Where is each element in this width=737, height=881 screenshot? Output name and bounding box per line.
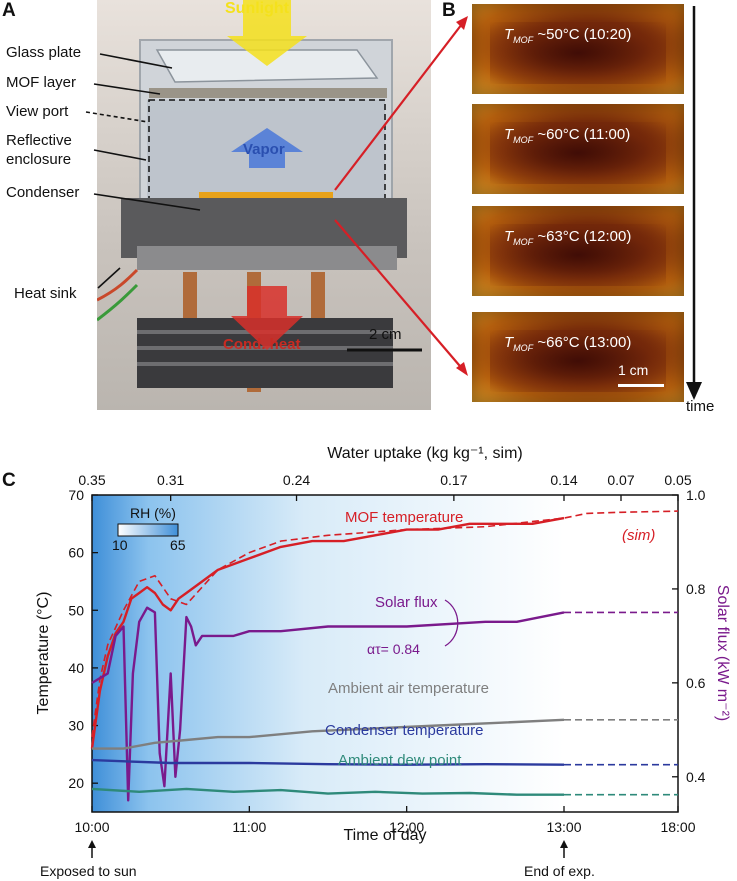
top-tick-label: 0.31: [157, 472, 184, 488]
left-axis-ticks: 20 30 40 50 60 70: [68, 487, 98, 791]
bottom-tick-label: 18:00: [660, 819, 695, 835]
scale-label-b: 1 cm: [618, 362, 649, 378]
top-axis-ticks: 0.35 0.31 0.24 0.17 0.14 0.07 0.05: [78, 472, 692, 501]
right-axis-ticks: 0.4 0.6 0.8 1.0: [672, 487, 706, 785]
label-condenser: Condenser: [6, 184, 80, 201]
vapor-overlay-label: Vapor: [243, 141, 285, 158]
start-note: Exposed to sun: [40, 863, 137, 879]
dew-series-label: Ambient dew point: [338, 752, 462, 769]
left-tick-label: 20: [68, 775, 84, 791]
panel-b-letter: B: [442, 0, 456, 21]
end-note: End of exp.: [524, 863, 595, 879]
bottom-tick-label: 12:00: [389, 819, 424, 835]
left-tick-label: 70: [68, 487, 84, 503]
label-enclosure: enclosure: [6, 151, 72, 168]
bottom-tick-label: 13:00: [546, 819, 581, 835]
rh-background: [92, 495, 564, 812]
right-tick-label: 0.4: [686, 769, 706, 785]
thumbnail-3: TMOF ~63°C (12:00): [472, 206, 684, 296]
plot-frame: [91, 494, 679, 813]
ambient-series-label: Ambient air temperature: [328, 680, 489, 697]
top-tick-label: 0.17: [440, 472, 467, 488]
label-glass-plate: Glass plate: [6, 44, 82, 61]
vapor-arrow-icon: [231, 128, 303, 168]
top-tick-label: 0.07: [607, 472, 634, 488]
sim-series-label: (sim): [622, 527, 655, 544]
bottom-axis-ticks: 10:00 11:00 12:00 13:00 18:00: [74, 806, 696, 835]
thumbnail-1: TMOF ~50°C (10:20): [472, 4, 684, 94]
label-mof-layer: MOF layer: [6, 74, 77, 91]
left-tick-label: 30: [68, 718, 84, 734]
top-tick-label: 0.05: [664, 472, 691, 488]
left-tick-label: 50: [68, 602, 84, 618]
time-label: time: [686, 398, 715, 415]
series-group: [90, 510, 679, 802]
alpha-tau-label: ατ= 0.84: [367, 641, 420, 657]
time-arrow-icon: [686, 6, 702, 400]
rh-label: RH (%): [130, 505, 176, 521]
thumbnail-2-label: TMOF ~60°C (11:00): [504, 126, 631, 145]
mof-series-label: MOF temperature: [345, 509, 463, 526]
solar-series-label: Solar flux: [375, 594, 438, 611]
top-tick-label: 0.14: [550, 472, 577, 488]
label-heat-sink: Heat sink: [14, 285, 77, 302]
heat-arrow-icon: [231, 286, 303, 350]
sunlight-overlay-label: Sunlight: [225, 0, 289, 17]
bottom-tick-label: 10:00: [74, 819, 109, 835]
scale-bar-b: [618, 384, 664, 387]
scale-label-a: 2 cm: [369, 326, 402, 343]
thumbnail-4-label: TMOF ~66°C (13:00): [504, 334, 632, 353]
solar-flux-line: [91, 606, 565, 802]
thumbnail-3-label: TMOF ~63°C (12:00): [504, 228, 632, 247]
right-tick-label: 0.8: [686, 581, 706, 597]
rh-min: 10: [112, 537, 128, 553]
condenser-temperature-line: [91, 758, 565, 766]
ambient-air-temperature-line: [92, 718, 565, 750]
panel-a-letter: A: [2, 0, 16, 21]
condenser-series-label: Condenser temperature: [325, 722, 483, 739]
right-tick-label: 0.6: [686, 675, 706, 691]
ambient-dew-point-line: [91, 787, 564, 796]
label-view-port: View port: [6, 103, 69, 120]
y-axis-label: Temperature (°C): [35, 592, 52, 715]
top-axis-title: Water uptake (kg kg⁻¹, sim): [327, 445, 522, 462]
time-series-chart: Water uptake (kg kg⁻¹, sim) 0.35 0.31 0.24…: [35, 445, 731, 879]
right-tick-label: 1.0: [686, 487, 706, 503]
device-photo: Sunlight Vapor Cond. heat 2 cm: [97, 0, 431, 410]
top-tick-label: 0.35: [78, 472, 105, 488]
bottom-tick-label: 11:00: [232, 819, 266, 835]
panel-a-leader-lines: [85, 16, 468, 376]
thumbnail-4: TMOF ~66°C (13:00) 1 cm: [472, 312, 684, 402]
y2-axis-label: Solar flux (kW m⁻²): [714, 585, 731, 721]
thumbnail-2: TMOF ~60°C (11:00): [472, 104, 684, 194]
mof-temperature-line: [90, 516, 565, 749]
rh-colorbar: [117, 523, 179, 537]
device-illustration: [97, 0, 422, 392]
left-tick-label: 60: [68, 545, 84, 561]
panel-c-letter: C: [2, 470, 16, 491]
label-reflective: Reflective: [6, 132, 72, 149]
x-axis-label: Time of day: [344, 827, 427, 844]
thumbnail-1-label: TMOF ~50°C (10:20): [504, 26, 632, 45]
top-tick-label: 0.24: [283, 472, 310, 488]
left-tick-label: 40: [68, 660, 84, 676]
sunlight-arrow-icon: [227, 0, 307, 66]
cond-heat-overlay-label: Cond. heat: [223, 336, 301, 353]
rh-max: 65: [170, 537, 186, 553]
alpha-arrow-icon: [444, 599, 459, 647]
